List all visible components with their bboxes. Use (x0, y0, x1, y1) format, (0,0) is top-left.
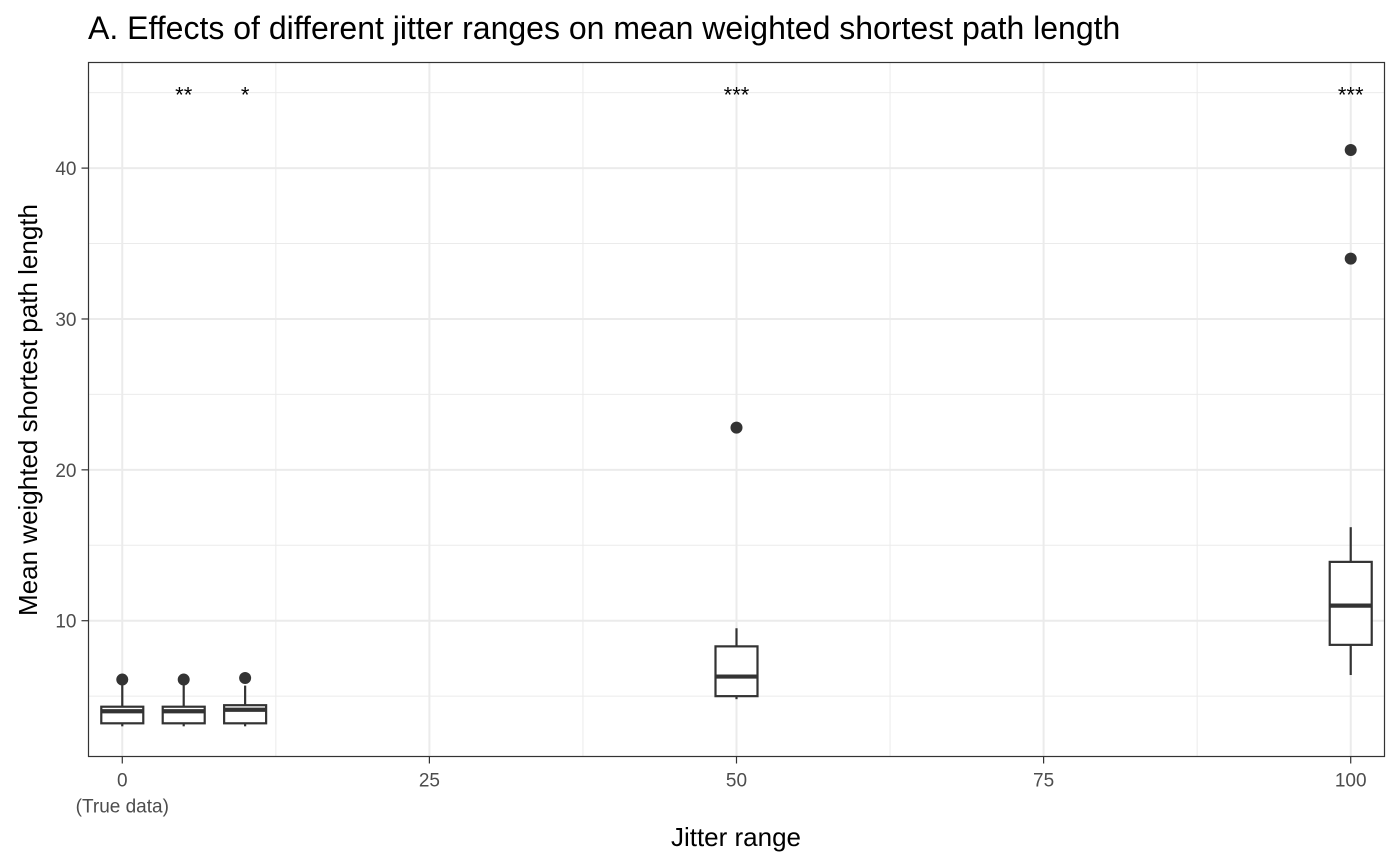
box-group (161, 673, 206, 727)
box-iqr (714, 645, 759, 698)
y-tick-label: 40 (55, 159, 76, 180)
box-group (714, 421, 759, 700)
significance-label: *** (1338, 83, 1364, 108)
outlier-point (116, 673, 129, 686)
significance-labels: ** * *** *** (175, 83, 1364, 108)
y-tick-label: 10 (55, 612, 76, 633)
outlier-point (1344, 144, 1357, 157)
x-axis-title: Jitter range (671, 822, 801, 852)
significance-label: ** (175, 83, 193, 108)
box-plots (100, 144, 1373, 727)
outlier-point (239, 672, 252, 685)
y-tick-label: 20 (55, 461, 76, 482)
outlier-point (1344, 252, 1357, 265)
outlier-point (730, 421, 743, 434)
chart-title: A. Effects of different jitter ranges on… (88, 10, 1120, 46)
x-tick-sublabel: (True data) (76, 797, 169, 818)
box-group (100, 673, 145, 727)
axes: 0 (True data) 25 50 75 100 10 20 30 40 (55, 159, 1366, 817)
y-tick-label: 30 (55, 310, 76, 331)
box-group (223, 672, 268, 727)
x-tick-label: 100 (1335, 771, 1367, 792)
y-axis-title: Mean weighted shortest path length (13, 204, 43, 616)
x-tick-label: 0 (117, 771, 128, 792)
box-group (1328, 144, 1373, 676)
outlier-point (177, 673, 190, 686)
box-iqr (1328, 560, 1373, 646)
x-tick-label: 75 (1033, 771, 1054, 792)
significance-label: * (241, 83, 250, 108)
x-tick-label: 50 (726, 771, 747, 792)
x-tick-label: 25 (419, 771, 440, 792)
significance-label: *** (724, 83, 750, 108)
